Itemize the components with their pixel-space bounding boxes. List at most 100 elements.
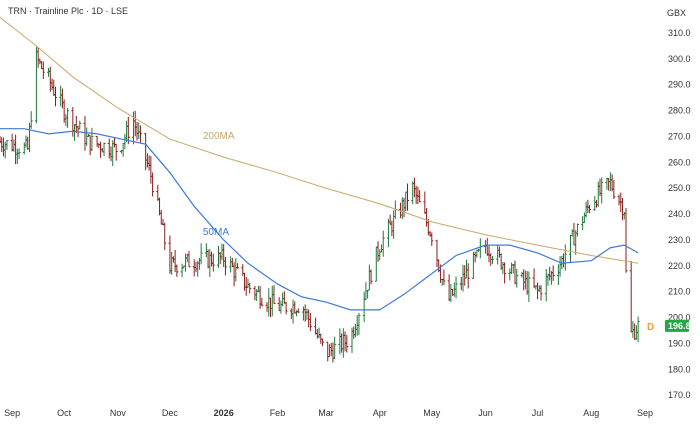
ohlc-bar bbox=[345, 334, 349, 353]
ohlc-bar bbox=[572, 222, 576, 246]
ohlc-bar bbox=[24, 135, 28, 148]
ohlc-bar bbox=[633, 323, 637, 340]
ohlc-bar bbox=[327, 344, 331, 358]
ma200-label: 200MA bbox=[203, 131, 235, 142]
ohlc-bar bbox=[12, 139, 16, 152]
ohlc-bar bbox=[423, 191, 427, 214]
ohlc-bar bbox=[357, 312, 361, 336]
ma200-line bbox=[0, 17, 639, 264]
ohlc-bar bbox=[315, 329, 319, 339]
ohlc-bars bbox=[0, 46, 640, 363]
ohlc-bar bbox=[248, 282, 252, 294]
ohlc-bar bbox=[381, 230, 385, 257]
ohlc-bar bbox=[461, 264, 465, 292]
ohlc-bar bbox=[133, 110, 137, 137]
ohlc-bar bbox=[562, 253, 566, 268]
ohlc-bar bbox=[270, 285, 274, 317]
ohlc-bar bbox=[0, 137, 4, 152]
ohlc-bar bbox=[584, 201, 588, 218]
ohlc-bar bbox=[471, 251, 475, 279]
ohlc-bar bbox=[121, 142, 125, 157]
ohlc-bar bbox=[352, 326, 356, 339]
ohlc-bar bbox=[454, 276, 458, 299]
ohlc-bar bbox=[187, 250, 191, 268]
ohlc-bar bbox=[390, 220, 394, 237]
ohlc-bar bbox=[173, 249, 177, 273]
ohlc-bar bbox=[636, 316, 640, 343]
ohlc-bar bbox=[47, 67, 51, 77]
ohlc-bar bbox=[362, 291, 366, 323]
ohlc-bar bbox=[404, 191, 408, 211]
ohlc-bar bbox=[126, 116, 130, 145]
ohlc-bar bbox=[425, 208, 429, 227]
ohlc-bar bbox=[137, 122, 141, 139]
ohlc-bar bbox=[353, 323, 357, 338]
y-tick-label: 250.0 bbox=[668, 183, 691, 193]
ohlc-bar bbox=[180, 263, 184, 278]
dividend-marker[interactable]: D bbox=[647, 322, 654, 333]
ohlc-bar bbox=[38, 58, 42, 65]
ohlc-bar bbox=[253, 285, 257, 301]
ohlc-bar bbox=[74, 115, 78, 133]
ohlc-bar bbox=[145, 153, 149, 168]
ohlc-bar bbox=[508, 268, 512, 281]
ohlc-bar bbox=[114, 143, 118, 161]
ohlc-bar bbox=[532, 268, 536, 289]
ohlc-bar bbox=[218, 251, 222, 265]
ohlc-bar bbox=[88, 135, 92, 156]
ohlc-bar bbox=[428, 230, 432, 237]
y-tick-label: 170.0 bbox=[668, 390, 691, 400]
ohlc-bar bbox=[232, 262, 236, 287]
ohlc-bar bbox=[416, 186, 420, 205]
ohlc-bar bbox=[430, 232, 434, 246]
ohlc-bar bbox=[125, 120, 129, 143]
ohlc-bar bbox=[36, 47, 40, 68]
ohlc-bar bbox=[161, 218, 165, 226]
x-tick-label: Oct bbox=[57, 408, 72, 418]
ohlc-bar bbox=[236, 263, 240, 269]
ohlc-bar bbox=[258, 285, 262, 309]
x-tick-label: Jul bbox=[532, 408, 544, 418]
ohlc-bar bbox=[83, 116, 87, 151]
ohlc-bar bbox=[463, 265, 467, 286]
ohlc-bar bbox=[73, 124, 77, 141]
ohlc-bar bbox=[260, 297, 264, 307]
ohlc-bar bbox=[293, 301, 297, 314]
ohlc-bar bbox=[331, 342, 335, 363]
ohlc-bar bbox=[321, 338, 325, 347]
ohlc-bar bbox=[220, 243, 224, 261]
ohlc-bar bbox=[617, 194, 621, 206]
ohlc-bar bbox=[34, 46, 38, 124]
ohlc-bar bbox=[586, 199, 590, 213]
x-tick-label: Sep bbox=[637, 408, 653, 418]
ohlc-bar bbox=[497, 246, 501, 258]
ohlc-bar bbox=[574, 230, 578, 255]
ohlc-bar bbox=[284, 301, 288, 315]
ohlc-bar bbox=[556, 264, 560, 286]
ohlc-bar bbox=[296, 308, 300, 314]
ohlc-bar bbox=[374, 246, 378, 282]
y-tick-label: 180.0 bbox=[668, 364, 691, 374]
ohlc-bar bbox=[267, 288, 271, 317]
y-tick-label: 220.0 bbox=[668, 261, 691, 271]
ohlc-bar bbox=[499, 253, 503, 270]
ohlc-bar bbox=[340, 333, 344, 353]
ohlc-bar bbox=[503, 262, 507, 284]
y-axis: 170.0 180.0 190.0 200.0 210.0 220.0 230.0 240.0… bbox=[668, 28, 691, 400]
ohlc-bar bbox=[523, 270, 527, 290]
ohlc-bar bbox=[558, 256, 562, 277]
ohlc-bar bbox=[379, 244, 383, 253]
ohlc-bar bbox=[496, 244, 500, 265]
ohlc-bar bbox=[22, 142, 26, 155]
ohlc-bar bbox=[246, 278, 250, 288]
ohlc-bar bbox=[282, 291, 286, 304]
ohlc-bar bbox=[277, 297, 281, 312]
ohlc-bar bbox=[303, 304, 307, 322]
ohlc-bar bbox=[343, 331, 347, 352]
ohlc-bar bbox=[194, 261, 198, 272]
ohlc-bar bbox=[135, 121, 139, 141]
ohlc-bar bbox=[1, 137, 5, 157]
ohlc-bar bbox=[378, 249, 382, 261]
y-tick-label: 310.0 bbox=[668, 28, 691, 38]
